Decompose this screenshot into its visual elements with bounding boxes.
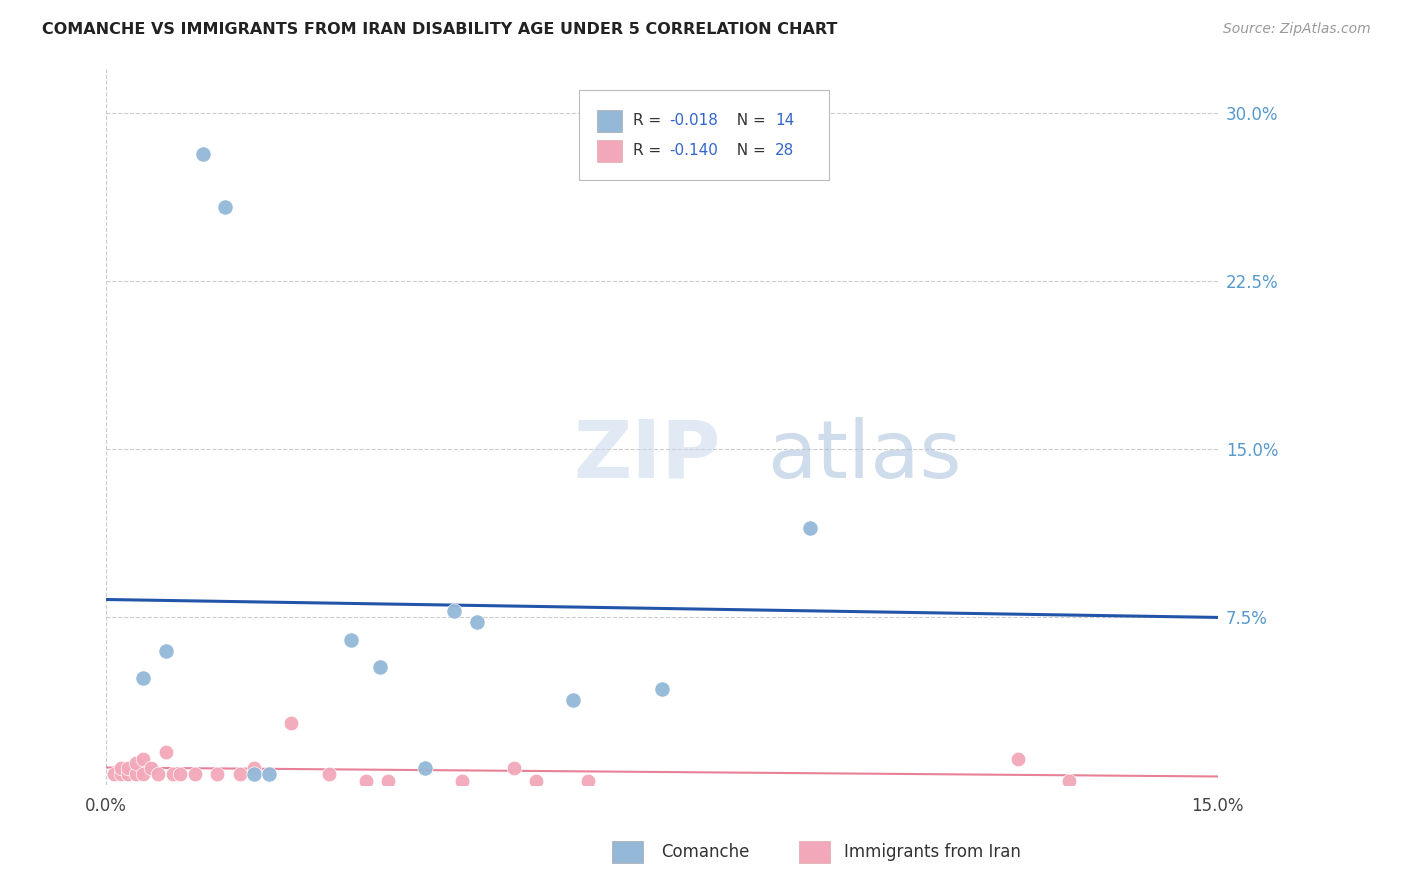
Point	[257, 767, 280, 781]
Bar	[598, 140, 621, 161]
Point	[103, 767, 125, 781]
Text: Comanche: Comanche	[661, 843, 749, 861]
Point	[1007, 751, 1029, 765]
Point	[155, 644, 177, 658]
Point	[377, 774, 399, 789]
Point	[1059, 774, 1081, 789]
Point	[576, 774, 599, 789]
Text: 14: 14	[775, 113, 794, 128]
Text: COMANCHE VS IMMIGRANTS FROM IRAN DISABILITY AGE UNDER 5 CORRELATION CHART: COMANCHE VS IMMIGRANTS FROM IRAN DISABIL…	[42, 22, 838, 37]
Text: R =: R =	[633, 113, 666, 128]
Text: Immigrants from Iran: Immigrants from Iran	[844, 843, 1021, 861]
Point	[228, 767, 250, 781]
Point	[117, 760, 139, 774]
Bar	[598, 110, 621, 132]
Point	[117, 767, 139, 781]
Text: -0.018: -0.018	[669, 113, 718, 128]
Point	[413, 760, 436, 774]
Point	[191, 146, 214, 161]
Point	[502, 760, 524, 774]
Point	[132, 767, 155, 781]
Point	[132, 671, 155, 685]
FancyBboxPatch shape	[578, 90, 828, 179]
Point	[155, 745, 177, 759]
Point	[280, 715, 302, 730]
Text: R =: R =	[633, 144, 666, 159]
Point	[370, 659, 392, 673]
Point	[125, 756, 148, 770]
Point	[562, 693, 585, 707]
Point	[524, 774, 547, 789]
Point	[110, 760, 132, 774]
Text: -0.140: -0.140	[669, 144, 718, 159]
Point	[318, 767, 340, 781]
Point	[184, 767, 207, 781]
Point	[339, 632, 361, 647]
Text: N =: N =	[727, 144, 770, 159]
Text: ZIP: ZIP	[574, 417, 720, 495]
Text: 28: 28	[775, 144, 794, 159]
Point	[443, 604, 465, 618]
Point	[139, 760, 162, 774]
Point	[214, 201, 236, 215]
Point	[243, 767, 266, 781]
Point	[207, 767, 229, 781]
Text: N =: N =	[727, 113, 770, 128]
Point	[162, 767, 184, 781]
Point	[110, 767, 132, 781]
Text: Source: ZipAtlas.com: Source: ZipAtlas.com	[1223, 22, 1371, 37]
Point	[243, 760, 266, 774]
Point	[146, 767, 169, 781]
Point	[465, 615, 488, 629]
Point	[354, 774, 377, 789]
Point	[125, 767, 148, 781]
Point	[169, 767, 191, 781]
Text: atlas: atlas	[768, 417, 962, 495]
Point	[651, 682, 673, 697]
Point	[799, 521, 821, 535]
Point	[132, 751, 155, 765]
Point	[450, 774, 472, 789]
